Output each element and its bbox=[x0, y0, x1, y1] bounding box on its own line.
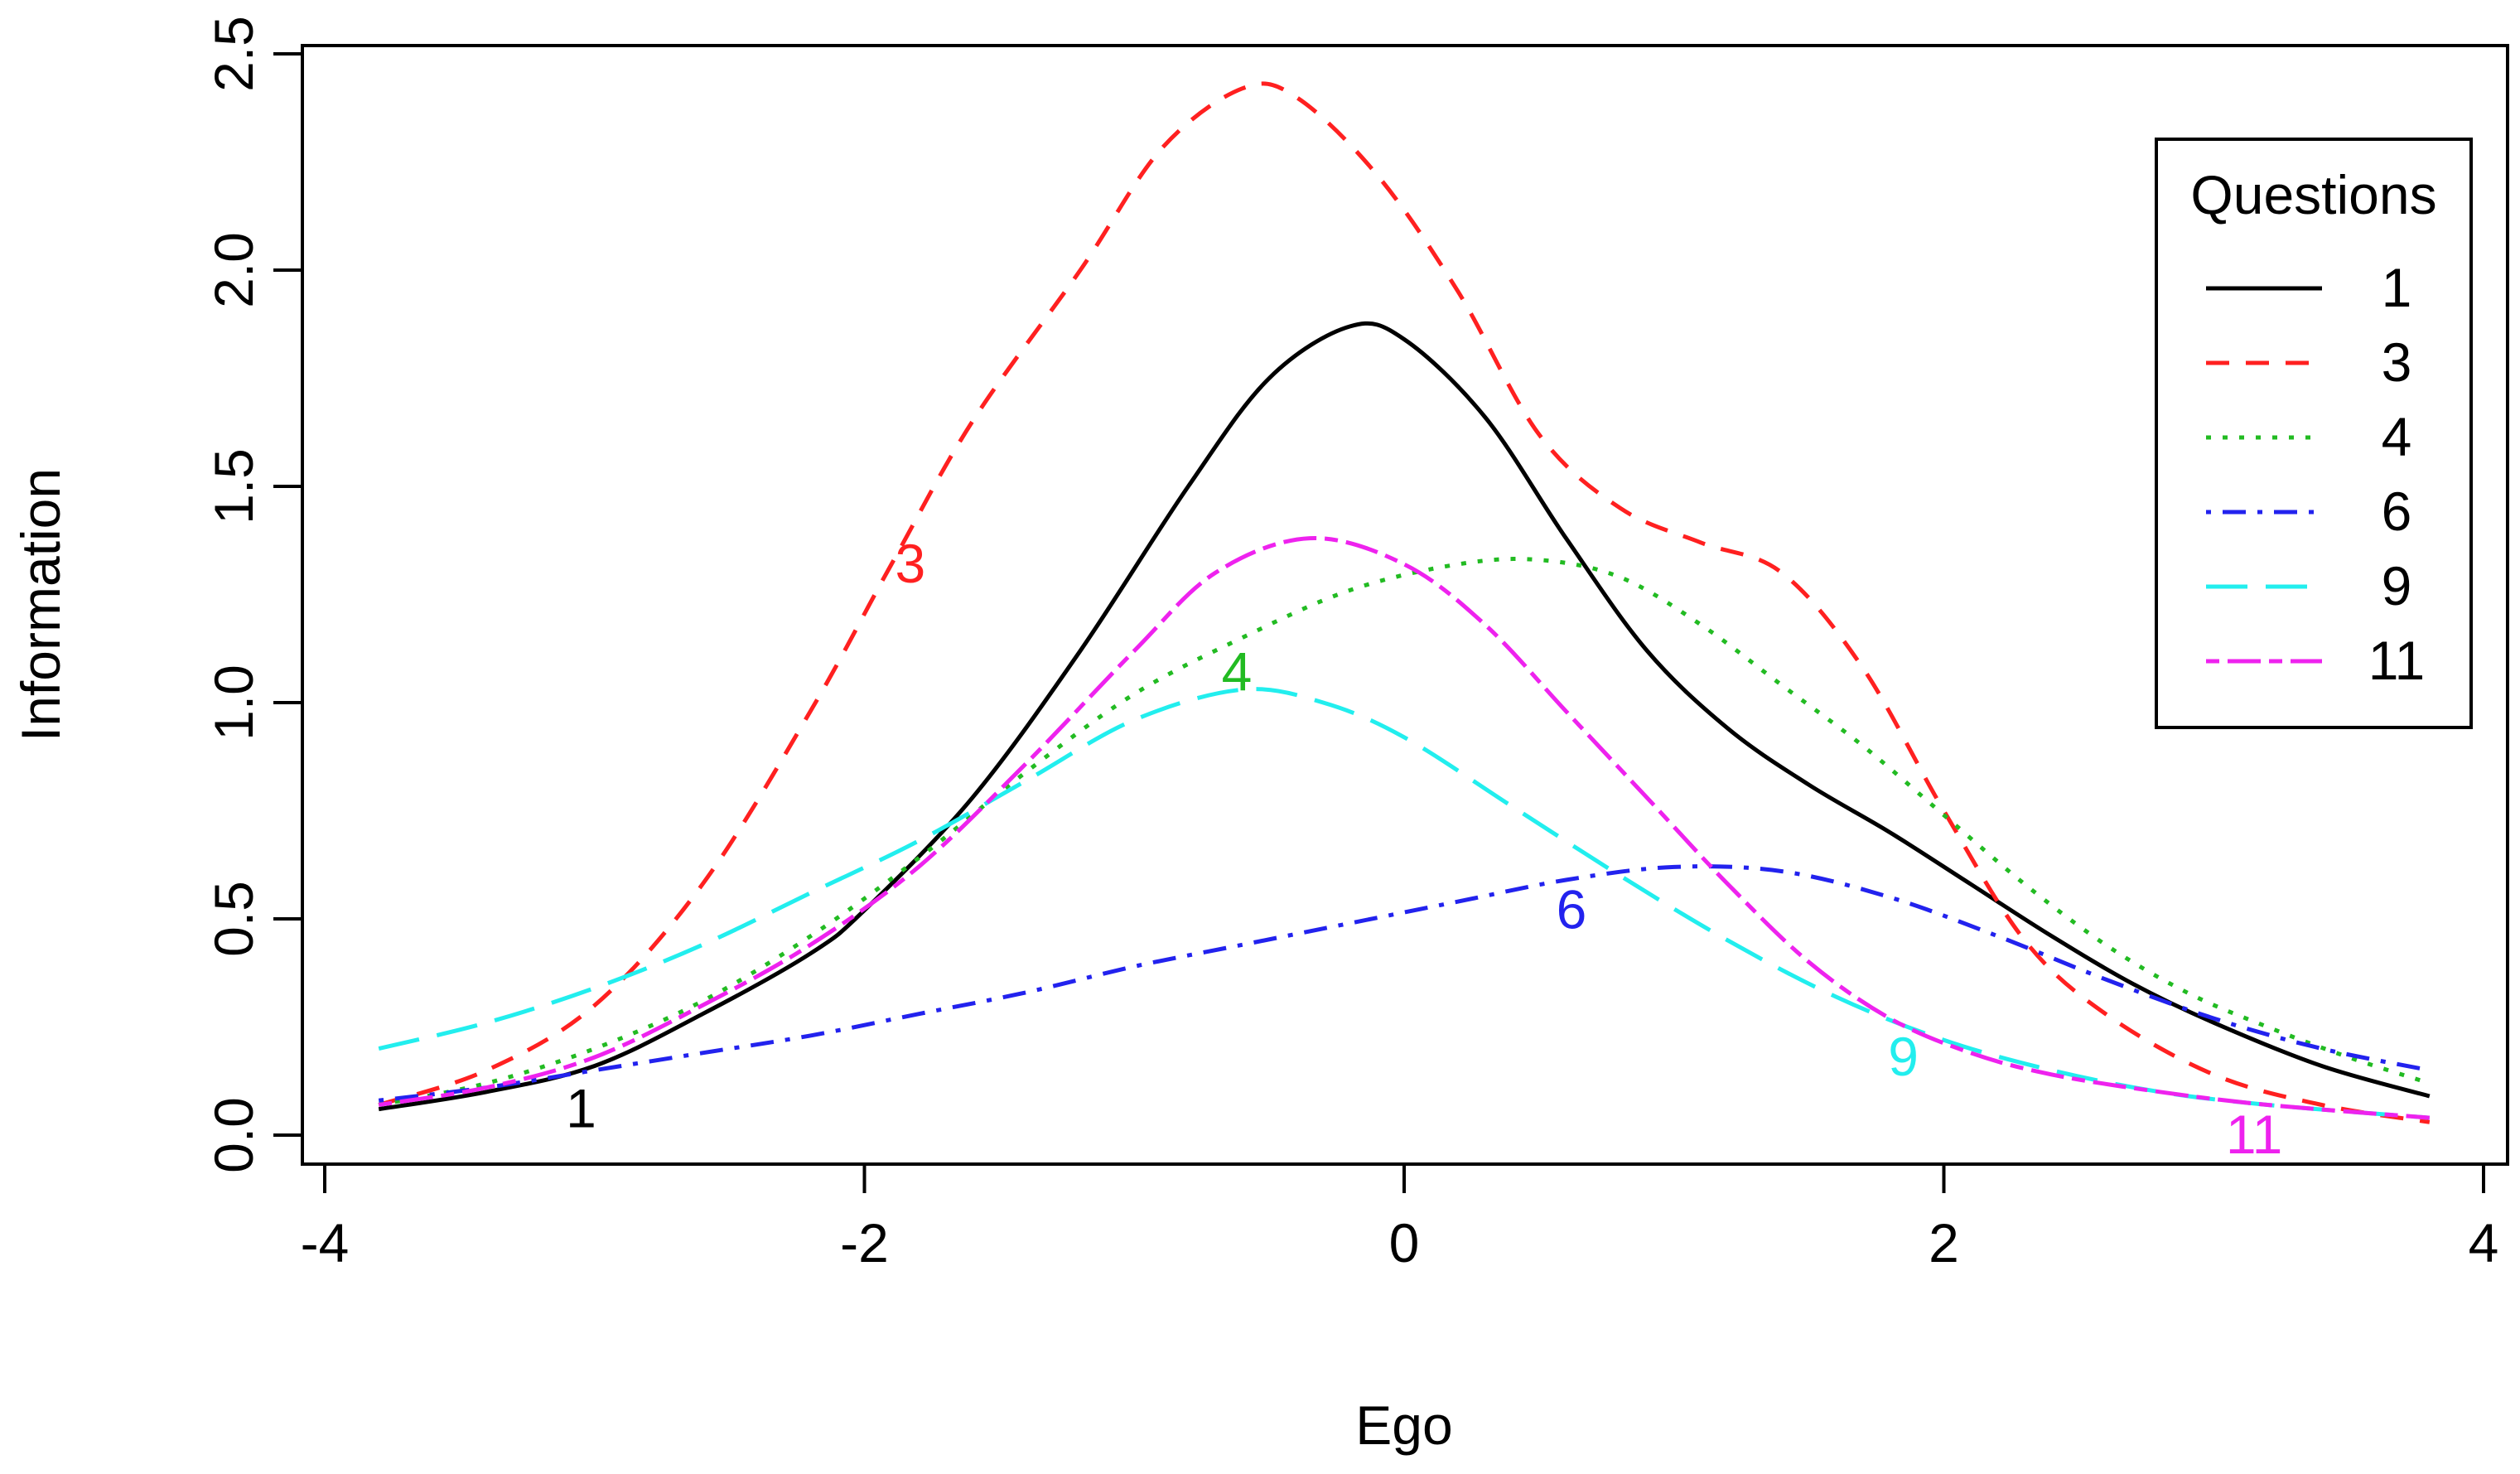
series-line-9 bbox=[378, 687, 2430, 1120]
x-tick-label: 4 bbox=[2469, 1212, 2499, 1273]
x-axis: -4 -2 0 2 4 bbox=[301, 1164, 2499, 1273]
y-tick-label: 2.0 bbox=[203, 232, 264, 308]
legend-label-4: 4 bbox=[2382, 406, 2412, 467]
legend-title: Questions bbox=[2190, 164, 2436, 225]
y-tick-label: 2.5 bbox=[203, 16, 264, 92]
y-axis-title: Information bbox=[10, 468, 71, 742]
legend-label-3: 3 bbox=[2382, 331, 2412, 393]
curve-label-3: 3 bbox=[896, 533, 926, 594]
x-tick-label: 0 bbox=[1389, 1212, 1420, 1273]
y-tick-label: 0.0 bbox=[203, 1097, 264, 1173]
curve-labels: 1 3 4 6 9 11 bbox=[566, 533, 2282, 1165]
series-line-6 bbox=[378, 864, 2431, 1103]
x-tick-label: -2 bbox=[840, 1212, 889, 1273]
legend: Questions 1 3 4 6 9 11 bbox=[2155, 138, 2473, 729]
curve-label-1: 1 bbox=[566, 1078, 596, 1139]
y-tick-label: 1.0 bbox=[203, 665, 264, 741]
curve-label-9: 9 bbox=[1888, 1026, 1919, 1087]
series-line-4 bbox=[378, 557, 2431, 1107]
y-axis: 0.0 0.5 1.0 1.5 2.0 2.5 bbox=[203, 16, 302, 1173]
y-tick-label: 1.5 bbox=[203, 448, 264, 524]
legend-label-9: 9 bbox=[2382, 555, 2412, 616]
series-line-1 bbox=[378, 321, 2431, 1112]
legend-label-6: 6 bbox=[2382, 481, 2412, 542]
curve-label-11: 11 bbox=[2226, 1104, 2283, 1165]
curve-label-6: 6 bbox=[1557, 879, 1587, 940]
legend-entries: 1 3 4 6 9 11 bbox=[2206, 257, 2425, 691]
series-line-3 bbox=[378, 81, 2431, 1124]
legend-label-1: 1 bbox=[2382, 257, 2412, 318]
x-tick-label: -4 bbox=[301, 1212, 350, 1273]
x-axis-title: Ego bbox=[1355, 1394, 1452, 1456]
legend-label-11: 11 bbox=[2368, 630, 2426, 691]
curve-label-4: 4 bbox=[1222, 640, 1253, 702]
legend-box bbox=[2155, 138, 2473, 729]
x-tick-label: 2 bbox=[1929, 1212, 1959, 1273]
y-tick-label: 0.5 bbox=[203, 881, 264, 957]
curves bbox=[378, 81, 2431, 1124]
series-line-11 bbox=[378, 536, 2430, 1120]
